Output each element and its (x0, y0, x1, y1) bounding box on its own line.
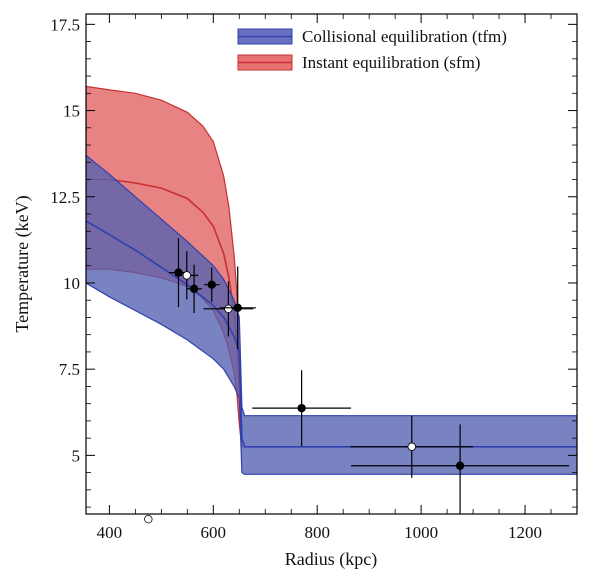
data-points (169, 238, 570, 514)
x-axis-label: Radius (kpc) (285, 549, 377, 570)
xtick-label: 800 (304, 523, 330, 542)
x-tick-labels: 400 600 800 1000 1200 (97, 523, 542, 542)
ytick-label: 15 (63, 102, 80, 121)
plot-frame (85, 13, 578, 515)
marker-7 (407, 442, 416, 451)
ytick-label: 17.5 (50, 15, 80, 34)
marker-5 (233, 303, 242, 312)
legend-label-sfm: Instant equilibration (sfm) (302, 53, 480, 72)
marker-1 (182, 271, 191, 280)
y-tick-labels: 5 7.5 10 12.5 15 17.5 (50, 15, 80, 465)
ytick-label: 5 (72, 446, 81, 465)
xtick-label: 1000 (404, 523, 438, 542)
data-point-9 (144, 514, 153, 524)
ytick-label: 7.5 (59, 360, 80, 379)
ytick-label: 10 (63, 274, 80, 293)
data-point-5 (219, 266, 256, 350)
band-1 (86, 154, 577, 475)
ytick-label: 12.5 (50, 188, 80, 207)
xtick-label: 1200 (508, 523, 542, 542)
data-point-6 (252, 370, 351, 447)
xtick-label: 400 (97, 523, 123, 542)
data-point-4 (203, 281, 254, 337)
y-axis-label: Temperature (keV) (12, 195, 33, 332)
marker-3 (207, 280, 216, 289)
outside-points (144, 514, 153, 524)
data-point-3 (203, 267, 220, 302)
model-bands (86, 85, 577, 475)
legend-label-tfm: Collisional equilibration (tfm) (302, 27, 507, 46)
xtick-label: 600 (201, 523, 227, 542)
marker-9 (144, 514, 153, 524)
axis-ticks (86, 14, 578, 514)
legend: Collisional equilibration (tfm) Instant … (237, 27, 507, 72)
data-point-7 (350, 415, 474, 478)
data-point-2 (186, 264, 202, 313)
median-line-1 (86, 220, 577, 448)
marker-8 (455, 461, 465, 470)
marker-2 (189, 284, 199, 294)
marker-0 (174, 268, 183, 277)
marker-4 (224, 304, 233, 314)
marker-6 (297, 403, 306, 413)
